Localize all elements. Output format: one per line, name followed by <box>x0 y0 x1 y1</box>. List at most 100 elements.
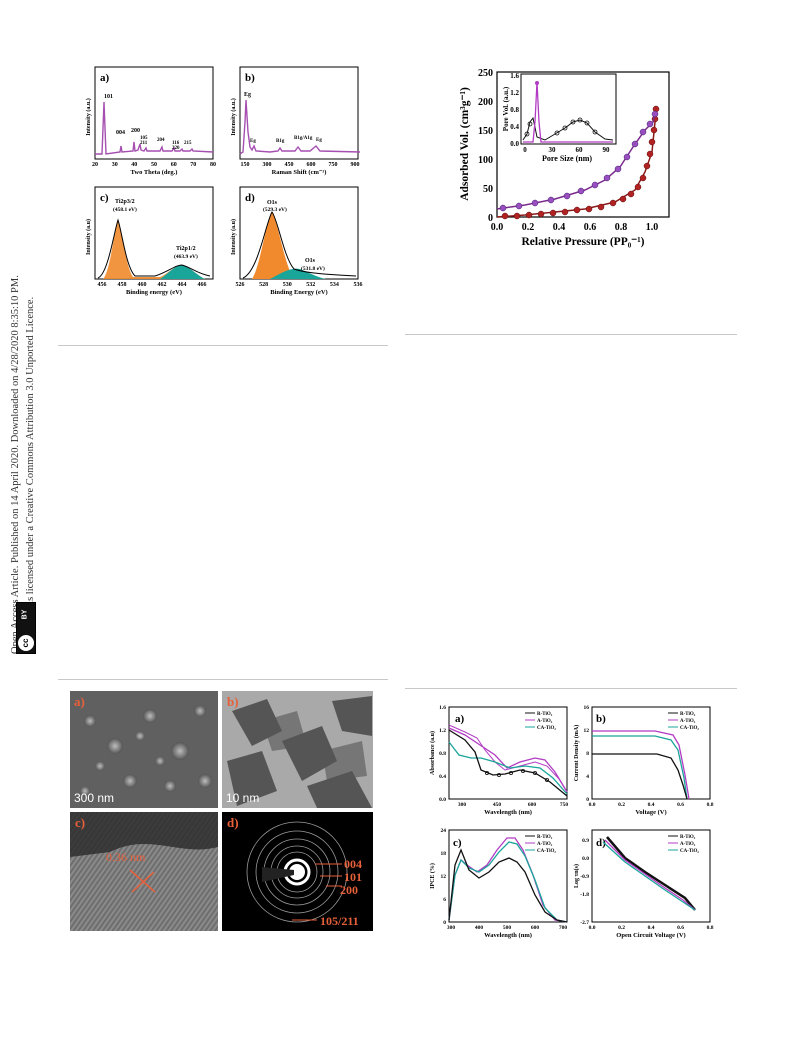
svg-text:1.6: 1.6 <box>510 72 519 80</box>
figure-dssc: a) 0.00.40.81.21.6 300 450 600 750 Waveleng… <box>429 705 714 939</box>
svg-text:700: 700 <box>559 925 568 931</box>
legend-c: R-TiO₂ A-TiO₂ CA-TiO₂ <box>525 835 556 854</box>
svg-text:0.6: 0.6 <box>677 802 684 808</box>
divider <box>405 334 737 335</box>
svg-text:300: 300 <box>263 162 272 168</box>
svg-text:(531.8 eV): (531.8 eV) <box>301 265 325 272</box>
cc-by-badge[interactable]: BY cc <box>16 602 36 654</box>
panel-c-xps-ti: c) Ti2p3/2 (458.1 eV) Ti2p1/2 (463.9 eV)… <box>85 186 214 296</box>
svg-text:Absorbance (a.u): Absorbance (a.u) <box>429 731 436 775</box>
panel-a-label: a) <box>100 72 110 84</box>
svg-text:Pore Vol. (a.u.): Pore Vol. (a.u.) <box>502 86 510 131</box>
svg-text:Open Circuit Voltage (V): Open Circuit Voltage (V) <box>616 932 685 939</box>
svg-text:c): c) <box>453 837 462 849</box>
svg-text:0: 0 <box>523 146 527 154</box>
svg-text:534: 534 <box>330 282 339 288</box>
svg-text:500: 500 <box>503 925 512 931</box>
ring-label-105-211: 105/211 <box>320 914 359 928</box>
xrd-trace <box>95 101 214 155</box>
svg-text:1.0: 1.0 <box>646 222 659 233</box>
svg-text:Current Density (mA): Current Density (mA) <box>573 725 580 782</box>
svg-text:1.2: 1.2 <box>439 728 446 734</box>
svg-text:50: 50 <box>483 184 493 195</box>
xrd-ylabel: Intensity (a.u.) <box>85 98 92 136</box>
svg-text:40: 40 <box>131 162 137 168</box>
svg-text:(463.9 eV): (463.9 eV) <box>174 253 198 260</box>
svg-text:Eg: Eg <box>250 139 256 144</box>
svg-text:Wavelength (nm): Wavelength (nm) <box>484 809 532 816</box>
svg-text:0.4: 0.4 <box>510 123 519 131</box>
svg-text:60: 60 <box>171 162 177 168</box>
legend-a: R-TiO₂ A-TiO₂ CA-TiO₂ <box>525 712 556 731</box>
svg-text:d): d) <box>596 837 606 849</box>
svg-text:105: 105 <box>140 136 148 141</box>
licence-line-2: This article is licensed under a Creativ… <box>25 296 36 654</box>
svg-text:(458.1 eV): (458.1 eV) <box>113 206 137 213</box>
svg-text:30: 30 <box>112 162 118 168</box>
svg-text:50: 50 <box>151 162 157 168</box>
svg-text:Intensity (a.u): Intensity (a.u) <box>85 219 92 255</box>
svg-text:100: 100 <box>478 155 493 166</box>
svg-text:211: 211 <box>140 141 148 146</box>
svg-text:CA-TiO₂: CA-TiO₂ <box>537 849 556 854</box>
svg-text:R-TiO₂: R-TiO₂ <box>680 835 696 840</box>
svg-text:200: 200 <box>131 128 140 134</box>
svg-text:12: 12 <box>584 728 590 734</box>
svg-text:(529.3 eV): (529.3 eV) <box>263 206 287 213</box>
svg-text:1.6: 1.6 <box>439 705 446 711</box>
svg-text:750: 750 <box>560 802 569 808</box>
svg-text:Binding energy (eV): Binding energy (eV) <box>126 289 182 296</box>
tem-image-b: b) 10 nm <box>222 691 373 808</box>
svg-text:Ti2p3/2: Ti2p3/2 <box>115 199 135 205</box>
divider <box>58 679 388 680</box>
svg-text:0.8: 0.8 <box>510 106 519 114</box>
svg-text:300: 300 <box>447 925 456 931</box>
ring-label-200: 200 <box>340 883 358 897</box>
svg-text:215: 215 <box>184 141 192 146</box>
svg-text:a): a) <box>455 713 465 725</box>
svg-text:Eg: Eg <box>244 92 251 98</box>
svg-text:536: 536 <box>354 282 363 288</box>
cc-icon: cc <box>18 635 34 651</box>
svg-text:0.6: 0.6 <box>677 925 684 931</box>
svg-text:204: 204 <box>157 138 165 143</box>
svg-text:250: 250 <box>478 68 493 79</box>
svg-text:R-TiO₂: R-TiO₂ <box>537 835 553 840</box>
svg-text:-2.7: -2.7 <box>580 920 589 926</box>
panel-c-ipce: c) 0 6 12 18 24 300 400 500 600 700 Wavelength (… <box>429 828 568 939</box>
panel-a-xrd: a) 101 004 200 105 211 204 116 220 215 I… <box>85 66 216 176</box>
svg-text:0.0: 0.0 <box>491 222 504 233</box>
ring-label-004: 004 <box>344 857 362 871</box>
svg-text:-0.9: -0.9 <box>580 874 589 880</box>
svg-text:526: 526 <box>236 282 245 288</box>
svg-text:A-TiO₂: A-TiO₂ <box>680 719 696 724</box>
svg-text:600: 600 <box>531 925 540 931</box>
lattice-spacing: 0.36 nm <box>106 850 146 864</box>
svg-text:532: 532 <box>306 282 315 288</box>
svg-text:0.6: 0.6 <box>584 222 597 233</box>
svg-text:300: 300 <box>458 802 467 808</box>
svg-text:0.8: 0.8 <box>439 751 446 757</box>
svg-text:IPCE (%): IPCE (%) <box>429 863 436 889</box>
panel-d-lifetime: d) 0.9 0.0 -0.9 -1.8 -2.7 0.0 0.2 0.4 0.6 0.8 Op… <box>573 829 714 939</box>
svg-text:0.2: 0.2 <box>522 222 535 233</box>
legend-d: R-TiO₂ A-TiO₂ CA-TiO₂ <box>668 835 699 854</box>
panel-d-label: d) <box>245 192 255 204</box>
svg-text:Ti2p1/2: Ti2p1/2 <box>176 246 196 252</box>
svg-text:12: 12 <box>441 874 447 880</box>
svg-text:0: 0 <box>586 797 589 803</box>
svg-text:18: 18 <box>441 851 447 857</box>
svg-text:24: 24 <box>441 828 447 834</box>
svg-text:Eg: Eg <box>316 138 322 143</box>
svg-text:1.2: 1.2 <box>510 89 519 97</box>
svg-text:600: 600 <box>528 802 537 808</box>
ring-label-101: 101 <box>344 870 362 884</box>
svg-text:0.4: 0.4 <box>553 222 566 233</box>
tem-b-label: b) <box>227 694 239 709</box>
panel-a-absorbance: a) 0.0 0.4 0.8 1.2 1.6 300 450 600 750 Waveleng… <box>429 705 568 816</box>
svg-text:30: 30 <box>549 146 557 154</box>
svg-text:R-TiO₂: R-TiO₂ <box>537 712 553 717</box>
svg-text:900: 900 <box>351 162 360 168</box>
svg-text:60: 60 <box>576 146 584 154</box>
